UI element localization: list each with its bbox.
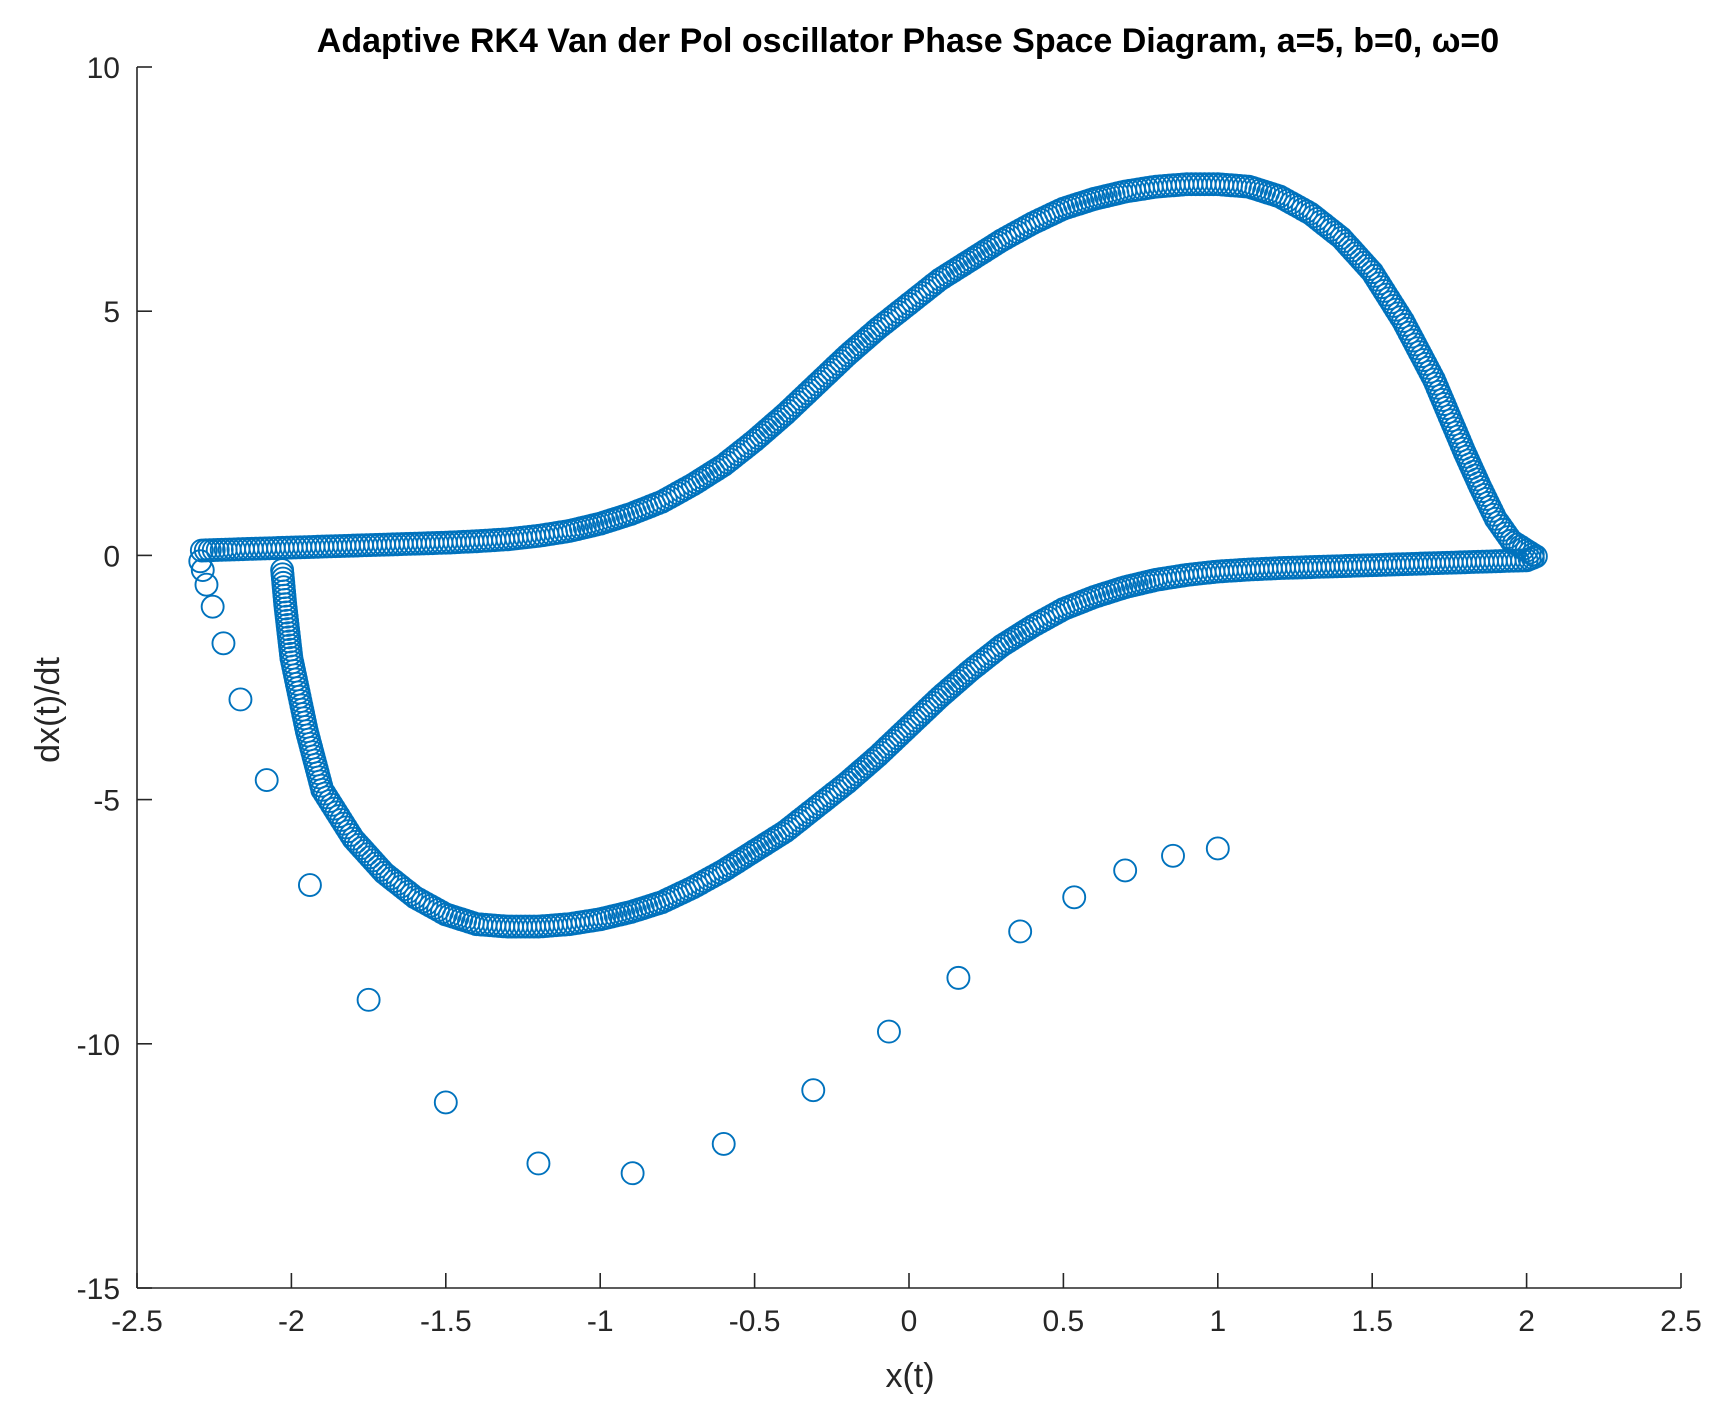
x-axis-ticks: -2.5 -2 -1.5 -1 -0.5 0 0.5 1 1.5 2 2.5 <box>111 1273 1702 1338</box>
y-tick-label: 0 <box>103 540 120 573</box>
data-markers <box>188 172 1548 1186</box>
data-point <box>270 558 295 582</box>
data-point <box>356 987 381 1012</box>
x-tick-label: -1.5 <box>420 1305 472 1338</box>
x-tick-label: -1 <box>587 1305 614 1338</box>
data-point <box>711 1131 736 1156</box>
data-point <box>986 230 1011 255</box>
data-point <box>194 572 219 597</box>
data-point <box>1113 858 1138 883</box>
data-point <box>1386 301 1411 326</box>
data-point <box>228 687 253 712</box>
data-point <box>526 1151 551 1176</box>
data-point <box>876 1019 901 1044</box>
data-point <box>254 768 279 793</box>
data-point <box>297 873 322 898</box>
y-tick-label: -15 <box>77 1273 120 1306</box>
x-tick-label: 2.5 <box>1660 1305 1702 1338</box>
data-point <box>715 856 740 881</box>
y-tick-label: 5 <box>103 296 120 329</box>
data-point <box>1062 885 1087 910</box>
x-tick-label: 2 <box>1518 1305 1535 1338</box>
y-tick-label: -5 <box>93 785 120 818</box>
data-point <box>433 1090 458 1115</box>
x-tick-label: 1 <box>1209 1305 1226 1338</box>
y-tick-label: -10 <box>77 1029 120 1062</box>
x-tick-label: -0.5 <box>729 1305 781 1338</box>
y-tick-label: 10 <box>87 52 120 85</box>
data-point <box>315 785 339 810</box>
x-tick-label: 0.5 <box>1043 1305 1085 1338</box>
chart-title: Adaptive RK4 Van der Pol oscillator Phas… <box>317 22 1499 60</box>
y-axis-ticks: -15 -10 -5 0 5 10 <box>77 52 152 1306</box>
x-tick-label: -2 <box>278 1305 305 1338</box>
data-point <box>200 594 225 619</box>
x-axis-label: x(t) <box>885 1357 934 1395</box>
y-axis-label: dx(t)/dt <box>29 657 67 763</box>
data-point <box>1008 919 1033 944</box>
data-point <box>1161 843 1185 868</box>
axes <box>136 67 1681 1289</box>
x-tick-label: -2.5 <box>111 1305 163 1338</box>
data-point <box>620 1161 645 1186</box>
x-tick-label: 1.5 <box>1351 1305 1393 1338</box>
data-point <box>211 631 236 656</box>
data-point <box>946 965 971 990</box>
data-point <box>801 1078 826 1103</box>
data-point <box>1205 836 1230 861</box>
x-tick-label: 0 <box>901 1305 918 1338</box>
